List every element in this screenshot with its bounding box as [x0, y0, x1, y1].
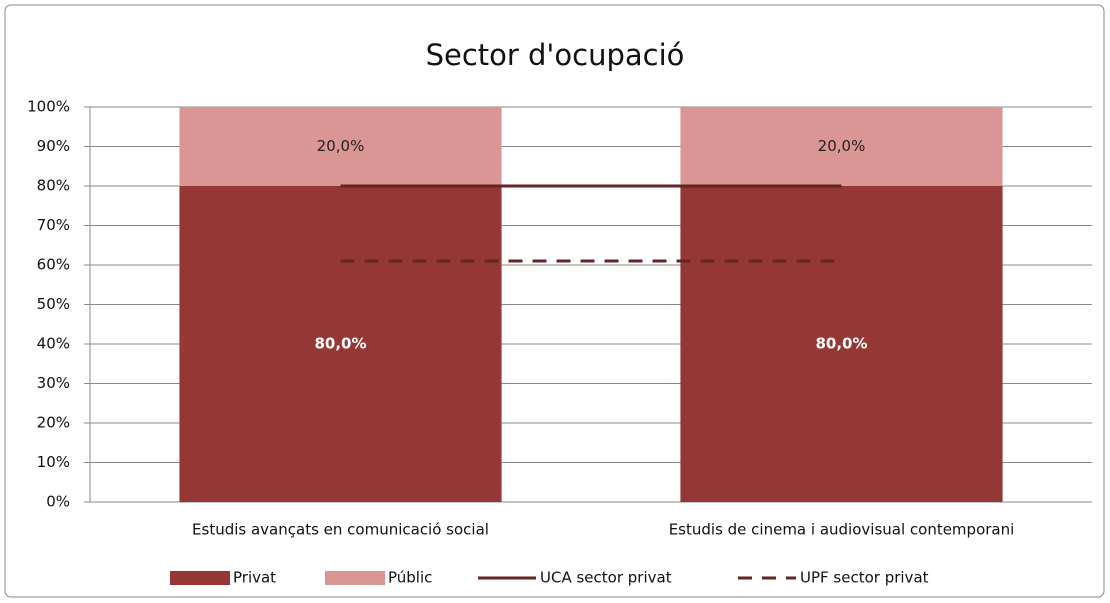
- bar-segment: [179, 107, 502, 186]
- y-tick-label: 50%: [37, 295, 70, 313]
- y-tick-label: 0%: [46, 493, 70, 511]
- legend-label: Privat: [233, 569, 276, 587]
- y-tick-label: 40%: [37, 335, 70, 353]
- data-label: 80,0%: [815, 335, 867, 353]
- chart-title: Sector d'ocupació: [426, 38, 685, 72]
- y-tick-label: 100%: [27, 98, 70, 116]
- bar-segment: [179, 186, 502, 502]
- y-tick-label: 20%: [37, 414, 70, 432]
- legend-swatch: [325, 571, 385, 585]
- data-label: 20,0%: [818, 137, 866, 155]
- legend-label: UCA sector privat: [540, 569, 672, 587]
- x-tick-label: Estudis avançats en comunicació social: [192, 521, 489, 539]
- legend-swatch: [170, 571, 230, 585]
- y-tick-label: 10%: [37, 453, 70, 471]
- bar-segment: [680, 186, 1003, 502]
- x-tick-label: Estudis de cinema i audiovisual contempo…: [669, 521, 1015, 539]
- y-tick-label: 30%: [37, 374, 70, 392]
- data-label: 20,0%: [317, 137, 365, 155]
- legend-label: Públic: [388, 569, 432, 587]
- legend-label: UPF sector privat: [800, 569, 929, 587]
- y-tick-label: 60%: [37, 256, 70, 274]
- y-tick-label: 80%: [37, 177, 70, 195]
- data-label: 80,0%: [314, 335, 366, 353]
- y-tick-label: 90%: [37, 137, 70, 155]
- bar-segment: [680, 107, 1003, 186]
- y-tick-label: 70%: [37, 216, 70, 234]
